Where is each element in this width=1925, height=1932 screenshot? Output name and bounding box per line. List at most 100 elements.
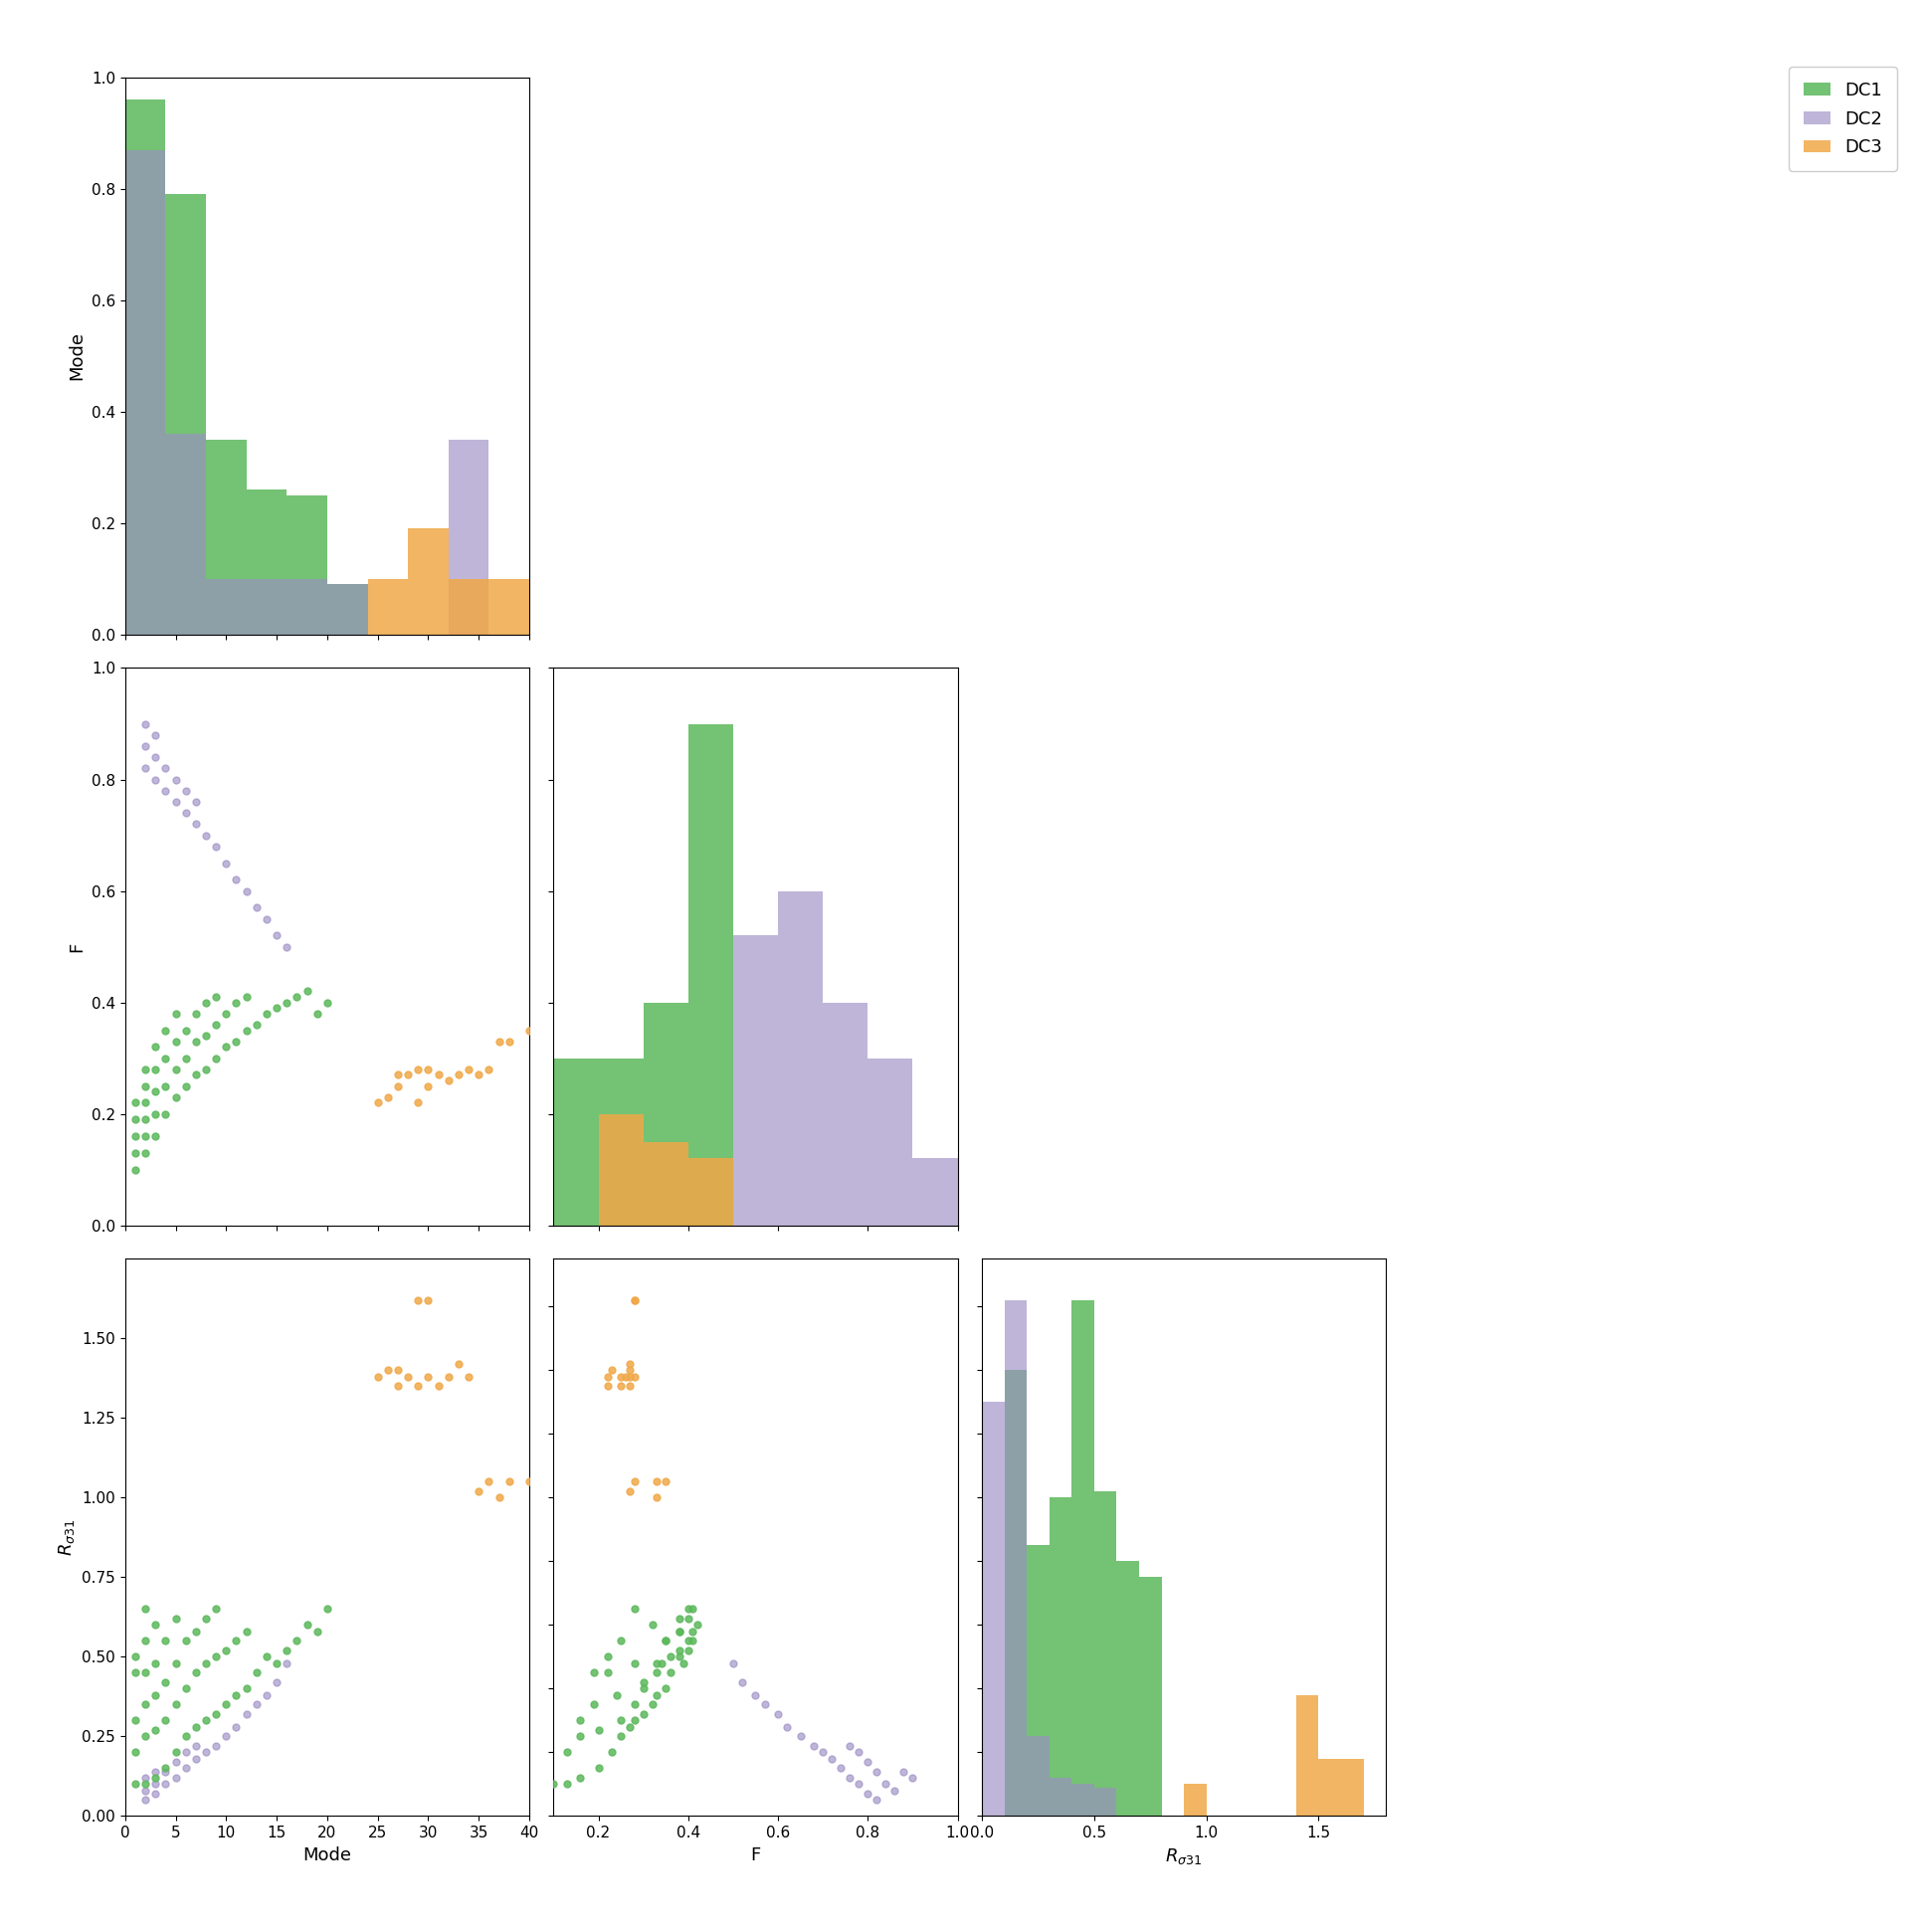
Point — [231, 1615, 262, 1646]
Point — [637, 1609, 668, 1640]
Point — [614, 1476, 645, 1507]
Point — [129, 1088, 160, 1119]
Point — [129, 730, 160, 761]
Point — [681, 1609, 712, 1640]
Point — [302, 999, 333, 1030]
Point — [129, 1138, 160, 1169]
Bar — [368, 580, 408, 634]
Bar — [246, 489, 287, 634]
Point — [129, 1770, 160, 1801]
Point — [119, 1121, 150, 1151]
Point — [655, 1642, 685, 1673]
Point — [129, 1721, 160, 1752]
Point — [250, 1679, 281, 1710]
Point — [433, 1362, 464, 1393]
Point — [150, 1752, 181, 1783]
Point — [160, 1689, 191, 1719]
Point — [169, 775, 200, 806]
Point — [799, 1731, 830, 1762]
Point — [641, 1679, 672, 1710]
Point — [566, 1721, 597, 1752]
Bar — [1049, 1777, 1072, 1816]
Point — [181, 999, 212, 1030]
Point — [191, 1604, 221, 1634]
Point — [664, 1615, 695, 1646]
Bar — [166, 195, 206, 634]
Point — [412, 1070, 443, 1101]
Point — [628, 1673, 658, 1704]
Point — [200, 1043, 231, 1074]
Point — [129, 1658, 160, 1689]
Point — [250, 999, 281, 1030]
Point — [241, 893, 271, 923]
Bar — [643, 1003, 689, 1225]
Point — [150, 1099, 181, 1130]
Point — [606, 1721, 637, 1752]
Point — [762, 1698, 793, 1729]
Bar — [1184, 1785, 1207, 1816]
Point — [880, 1776, 911, 1806]
Point — [412, 1285, 443, 1316]
Point — [119, 1103, 150, 1134]
Bar — [1049, 1497, 1072, 1816]
Point — [271, 1648, 302, 1679]
Point — [221, 1679, 252, 1710]
Point — [483, 1026, 514, 1057]
Point — [169, 1070, 200, 1101]
Bar — [822, 1003, 868, 1225]
Point — [141, 1032, 171, 1063]
Point — [221, 1026, 252, 1057]
Point — [200, 981, 231, 1012]
Point — [566, 1706, 597, 1737]
Point — [739, 1679, 770, 1710]
Point — [200, 1731, 231, 1762]
Point — [718, 1648, 749, 1679]
Bar — [733, 935, 778, 1225]
Point — [119, 1706, 150, 1737]
Point — [181, 810, 212, 840]
Point — [647, 1648, 678, 1679]
Point — [210, 1634, 241, 1665]
Point — [423, 1370, 454, 1401]
Point — [169, 1014, 200, 1045]
Point — [860, 1756, 891, 1787]
Point — [443, 1059, 474, 1090]
X-axis label: F: F — [751, 1847, 760, 1864]
Point — [674, 1625, 705, 1656]
Point — [651, 1625, 681, 1656]
Point — [493, 1026, 524, 1057]
Point — [402, 1053, 433, 1084]
Point — [262, 993, 293, 1024]
Point — [870, 1770, 901, 1801]
Y-axis label: $R_{\sigma31}$: $R_{\sigma31}$ — [56, 1519, 77, 1555]
Point — [169, 1721, 200, 1752]
Point — [539, 1770, 570, 1801]
Point — [606, 1370, 637, 1401]
Point — [200, 1642, 231, 1673]
Point — [579, 1658, 610, 1689]
Bar — [778, 891, 822, 1225]
Point — [191, 987, 221, 1018]
Point — [593, 1362, 624, 1393]
Point — [119, 1153, 150, 1184]
Point — [614, 1370, 645, 1401]
Bar — [868, 1059, 912, 1225]
Point — [312, 1594, 343, 1625]
Point — [614, 1712, 645, 1743]
Point — [150, 1667, 181, 1698]
Point — [141, 1762, 171, 1793]
Point — [181, 1731, 212, 1762]
Point — [593, 1642, 624, 1673]
Point — [150, 753, 181, 784]
Point — [412, 1053, 443, 1084]
Point — [807, 1737, 837, 1768]
Point — [606, 1362, 637, 1393]
Point — [402, 1370, 433, 1401]
Point — [141, 1770, 171, 1801]
Point — [169, 1625, 200, 1656]
Point — [620, 1285, 651, 1316]
Point — [606, 1706, 637, 1737]
Point — [250, 1642, 281, 1673]
Point — [566, 1762, 597, 1793]
Point — [593, 1370, 624, 1401]
